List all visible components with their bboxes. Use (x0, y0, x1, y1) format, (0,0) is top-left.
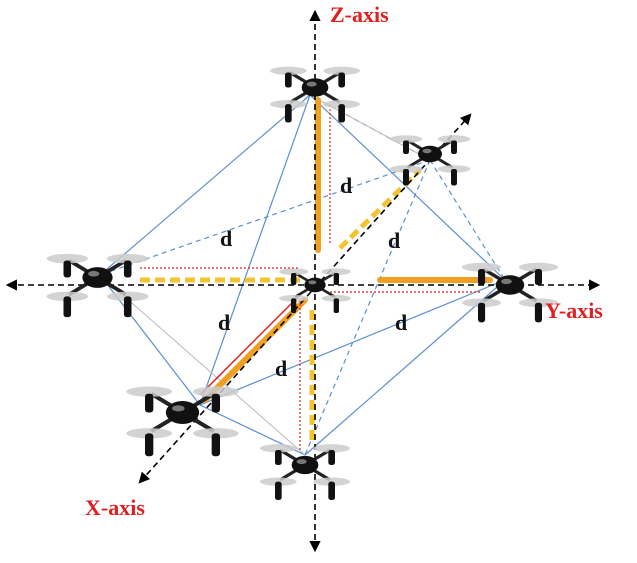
distance-label: d (275, 356, 287, 381)
distance-label: d (395, 310, 407, 335)
diagram: Z-axis Y-axis X-axis d d d d d d (0, 0, 637, 563)
drone (126, 386, 239, 456)
drone (462, 263, 558, 323)
x-axis-label: X-axis (85, 495, 145, 520)
y-axis-label: Y-axis (545, 298, 603, 323)
drone (390, 135, 471, 185)
distance-label: d (218, 310, 230, 335)
z-axis-label: Z-axis (330, 2, 389, 27)
drone (260, 444, 350, 500)
distance-label: d (340, 173, 352, 198)
drones (47, 67, 559, 500)
distance-label: d (388, 228, 400, 253)
distance-label: d (220, 226, 232, 251)
